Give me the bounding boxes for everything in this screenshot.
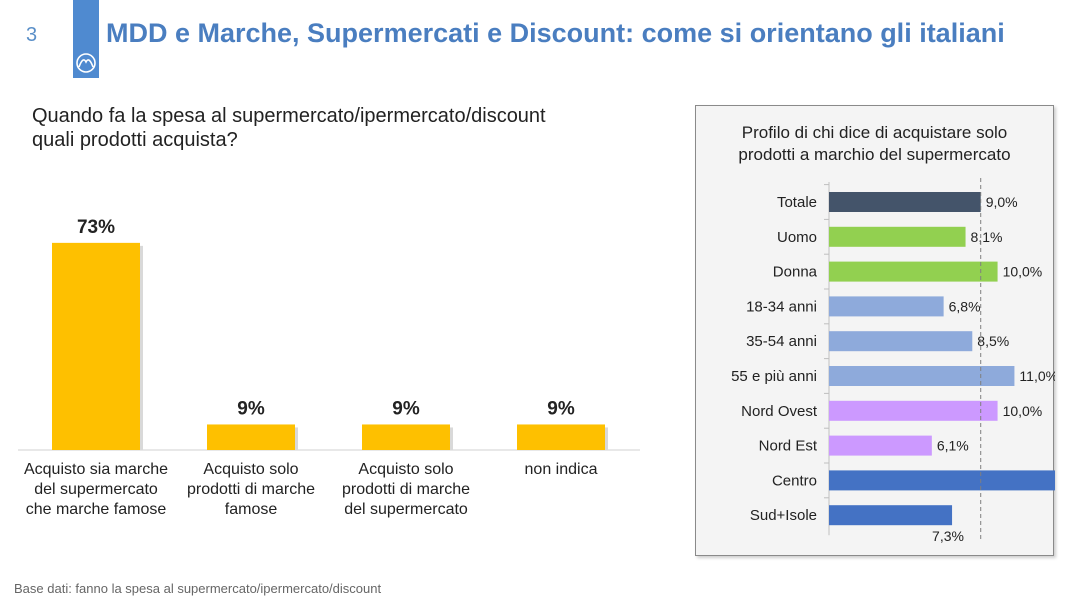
profile-bar [829, 226, 966, 247]
main-bar-chart: 73% 9% 9% 9% [18, 217, 640, 451]
profile-bar-chart: Totale 9,0% Uomo 8,1% Donna 10,0% 18-34 anni 6,… [731, 178, 1055, 544]
profile-bar [829, 331, 973, 352]
profile-value-label: 7,3% [932, 528, 964, 544]
profile-bar [829, 505, 953, 526]
page-number: 3 [26, 24, 38, 46]
profile-value-label: 10,0% [1003, 403, 1043, 419]
row-category-label: Uomo [777, 229, 817, 246]
footnote: Base dati: fanno la spesa al supermercat… [14, 581, 382, 596]
profile-value-label: 8,5% [977, 333, 1009, 349]
bar-category-label: Acquisto sia marche del supermercato che… [23, 461, 169, 518]
bar-value-label: 9% [237, 398, 265, 419]
profile-value-label: 6,1% [937, 438, 969, 454]
profile-bar [829, 261, 998, 282]
row-category-label: Totale [777, 194, 817, 211]
bar-category-label: Acquisto solo prodotti di marche del sup… [341, 461, 471, 518]
profile-bar [829, 366, 1015, 386]
profile-panel: Profilo di chi dice di acquistare solo p… [695, 105, 1055, 556]
logo-icon [76, 53, 96, 73]
profile-value-label: 9,0% [986, 194, 1018, 210]
profile-bar [829, 470, 1055, 491]
profile-value-label: 6,8% [949, 298, 981, 314]
row-category-label: Centro [772, 472, 817, 489]
row-category-label: Donna [773, 264, 818, 281]
bar [362, 424, 450, 450]
bar [52, 242, 140, 450]
row-category-label: 55 e più anni [731, 368, 817, 385]
bar-value-label: 9% [547, 398, 575, 419]
row-category-label: 18-34 anni [746, 298, 817, 315]
row-category-label: Nord Est [759, 438, 818, 455]
row-category-label: Nord Ovest [741, 403, 818, 420]
bar [207, 424, 295, 450]
bar-value-label: 73% [77, 217, 115, 238]
profile-value-label: 11,0% [1019, 368, 1055, 384]
row-category-label: 35-54 anni [746, 333, 817, 350]
profile-bar [829, 400, 998, 421]
profile-bar [829, 296, 944, 317]
profile-chart-title: Profilo di chi dice di acquistare solo p… [738, 123, 1011, 164]
row-category-label: Sud+Isole [750, 507, 817, 524]
profile-bar [829, 192, 981, 212]
bar-category-label: non indica [524, 461, 598, 478]
profile-value-label: 8,1% [971, 229, 1003, 245]
profile-value-label: 10,0% [1003, 264, 1043, 280]
survey-question: Quando fa la spesa al supermercato/iperm… [32, 105, 546, 151]
page-title: MDD e Marche, Supermercati e Discount: c… [106, 18, 1005, 48]
bar-value-label: 9% [392, 398, 420, 419]
profile-bar [829, 435, 932, 456]
bar [517, 424, 605, 450]
bar-category-label: Acquisto solo prodotti di marche famose [186, 461, 316, 518]
